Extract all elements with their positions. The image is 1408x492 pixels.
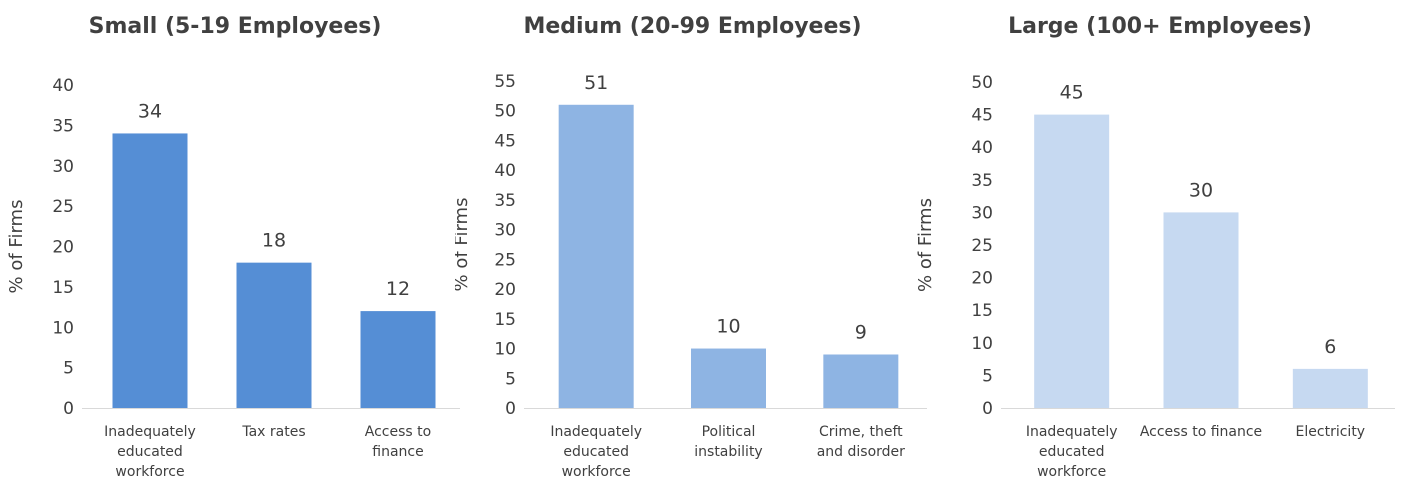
x-category-label: finance: [372, 444, 423, 460]
y-tick-label: 35: [971, 171, 993, 191]
y-tick-label: 50: [494, 102, 516, 122]
data-label: 12: [386, 278, 410, 300]
data-label: 18: [262, 230, 286, 252]
bar: [112, 133, 188, 408]
y-tick-label: 5: [982, 366, 993, 386]
bar: [558, 104, 634, 409]
y-tick-label: 0: [505, 399, 516, 419]
bar: [360, 311, 436, 408]
y-tick-label: 45: [971, 106, 993, 126]
y-tick-label: 30: [494, 221, 516, 241]
y-tick-label: 35: [494, 191, 516, 211]
x-category-label: educated: [117, 444, 183, 460]
x-category-label: Political: [702, 424, 756, 440]
y-tick-label: 10: [494, 340, 516, 360]
data-label: 9: [855, 321, 867, 343]
y-tick-label: 25: [494, 250, 516, 270]
chart-panel-large: Large (100+ Employees) 0 5 10 15 20 25 30 35 40 4…: [915, 0, 1405, 487]
x-category-label: Inadequately: [550, 424, 642, 440]
y-tick-label: 20: [52, 238, 74, 258]
y-tick-label: 20: [494, 280, 516, 300]
y-axis-label: % of Firms: [915, 198, 936, 292]
bar: [236, 262, 312, 408]
y-tick-label: 25: [971, 236, 993, 256]
x-category-label: educated: [1039, 444, 1105, 460]
y-tick-label: 25: [52, 197, 74, 217]
data-label: 30: [1189, 179, 1213, 201]
y-tick-label: 50: [971, 73, 993, 93]
y-tick-label: 15: [971, 301, 993, 321]
chart-svg: 0 5 10 15 20 25 30 35 40 % of Firms 34 Inadequately…: [6, 76, 460, 480]
chart-title: Medium (20-99 Employees): [523, 14, 862, 39]
y-tick-label: 45: [494, 131, 516, 151]
x-category-label: Tax rates: [241, 424, 305, 440]
y-tick-label: 30: [971, 203, 993, 223]
y-tick-label: 5: [505, 369, 516, 389]
y-tick-label: 0: [982, 399, 993, 419]
y-tick-label: 10: [971, 334, 993, 354]
x-category-label: workforce: [115, 464, 184, 480]
data-label: 34: [138, 100, 162, 122]
y-tick-label: 15: [494, 310, 516, 330]
x-category-label: educated: [563, 444, 629, 460]
chart-title: Large (100+ Employees): [1008, 14, 1312, 39]
y-tick-label: 0: [63, 399, 74, 419]
y-tick-label: 55: [494, 72, 516, 92]
data-label: 6: [1324, 336, 1336, 358]
chart-panel-medium: Medium (20-99 Employees) 0 5 10 15 20 25 30 35 4…: [451, 0, 930, 487]
bar: [1163, 212, 1239, 408]
x-category-label: Access to: [365, 424, 431, 440]
x-category-label: workforce: [562, 464, 631, 480]
y-tick-label: 10: [52, 318, 74, 338]
data-label: 51: [584, 72, 608, 94]
data-label: 10: [716, 316, 740, 338]
bar: [1034, 114, 1110, 408]
y-tick-label: 40: [971, 138, 993, 158]
y-tick-label: 35: [52, 116, 74, 136]
x-category-label: Access to finance: [1140, 424, 1262, 440]
x-category-label: Electricity: [1296, 424, 1366, 440]
x-category-label: instability: [694, 444, 762, 460]
y-axis-label: % of Firms: [6, 200, 27, 294]
bar: [691, 348, 766, 408]
y-tick-label: 5: [63, 359, 74, 379]
chart-panel-small: Small (5-19 Employees) 0 5 10 15 20 25 30 35 40%…: [0, 0, 470, 487]
y-tick-label: 40: [52, 76, 74, 96]
y-axis-label: % of Firms: [455, 198, 472, 292]
bar: [823, 354, 899, 408]
x-category-label: and disorder: [817, 444, 905, 460]
y-tick-label: 15: [52, 278, 74, 298]
x-category-label: Crime, theft: [819, 424, 903, 440]
data-label: 45: [1060, 82, 1084, 104]
y-tick-label: 20: [971, 269, 993, 289]
x-category-label: Inadequately: [104, 424, 196, 440]
chart-title: Small (5-19 Employees): [88, 14, 382, 39]
y-tick-label: 40: [494, 161, 516, 181]
chart-svg: 0 5 10 15 20 25 30 35 40 45 50 55 % of Firms 51 Inadeq…: [451, 72, 927, 480]
chart-svg: 0 5 10 15 20 25 30 35 40 45 50 % of Firms 45 Inadequa…: [915, 73, 1395, 480]
bar: [1292, 368, 1368, 408]
y-tick-label: 30: [52, 157, 74, 177]
x-category-label: Inadequately: [1026, 424, 1118, 440]
x-category-label: workforce: [1037, 464, 1106, 480]
